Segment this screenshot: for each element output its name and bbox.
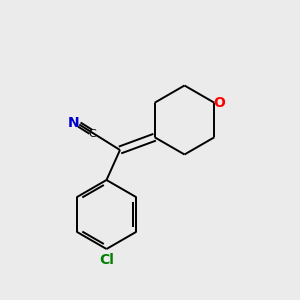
Text: N: N bbox=[68, 116, 80, 130]
Text: C: C bbox=[88, 129, 96, 139]
Text: Cl: Cl bbox=[99, 253, 114, 266]
Text: O: O bbox=[213, 96, 225, 110]
